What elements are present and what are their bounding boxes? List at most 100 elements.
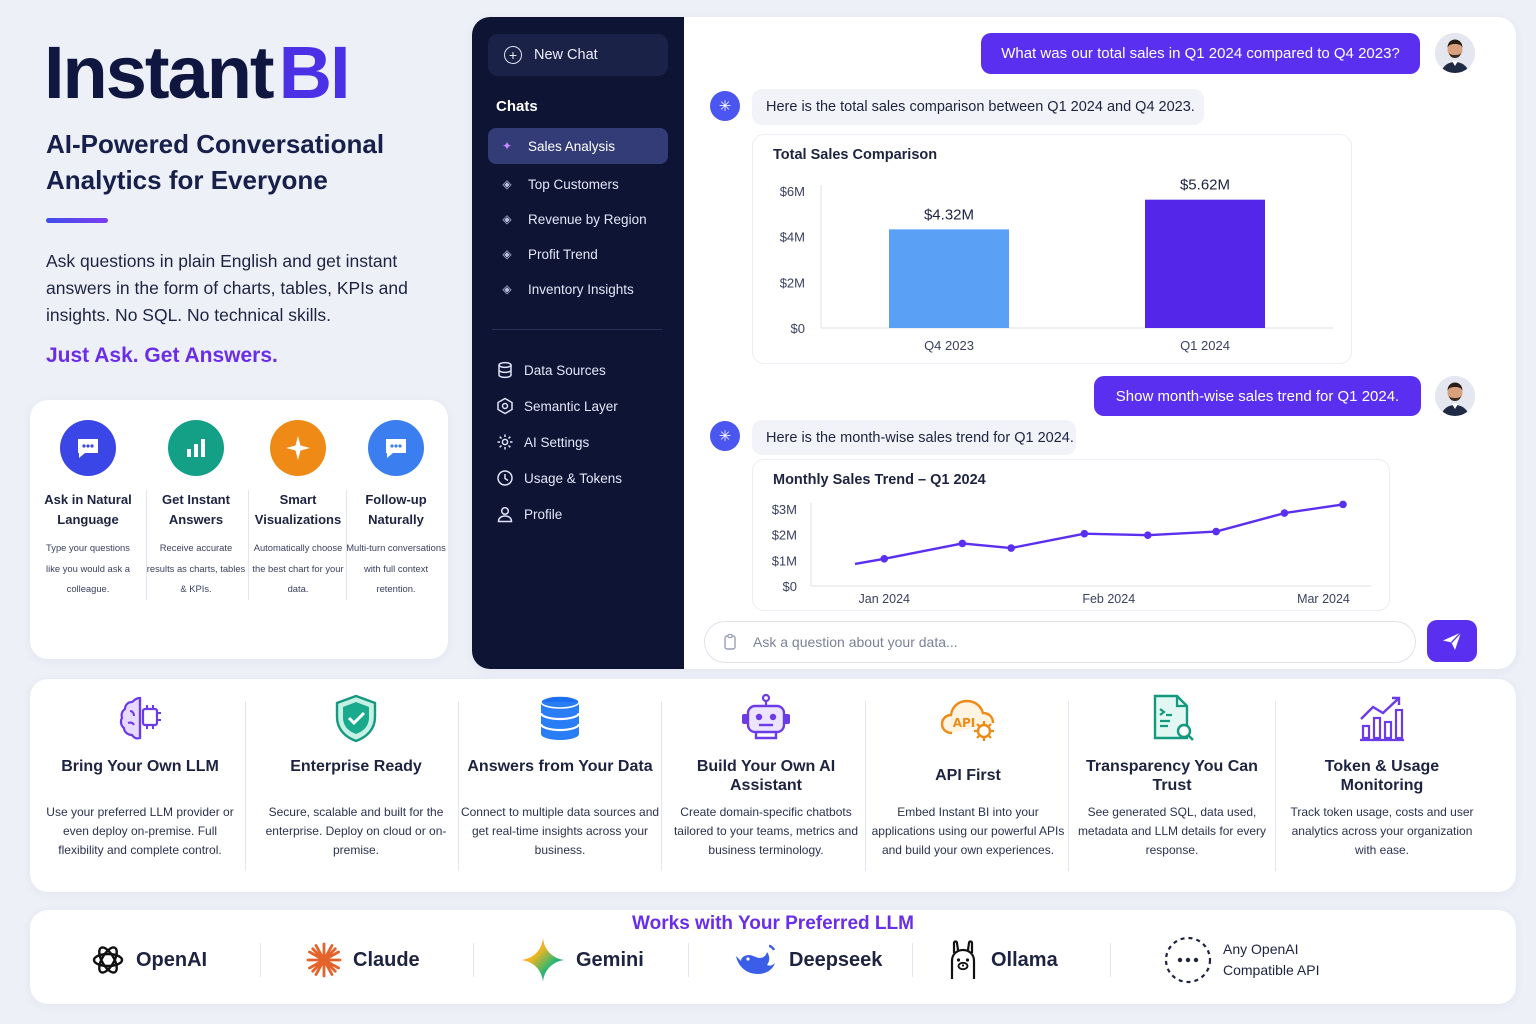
bar (1145, 199, 1265, 328)
data-point (1339, 500, 1347, 509)
provider-name: Deepseek (789, 948, 883, 971)
provider-claude: Claude (305, 940, 420, 980)
feature-enterprise-ready: Enterprise Ready Secure, scalable and bu… (256, 693, 456, 860)
chat-item-profit-trend[interactable]: ◈ Profit Trend (488, 236, 668, 272)
chat-dots-icon (368, 420, 424, 476)
data-point (958, 539, 967, 548)
avatar (1435, 33, 1475, 73)
database-icon (539, 695, 581, 740)
x-tick-label: Q4 2023 (924, 338, 974, 353)
robot-icon (742, 693, 790, 740)
shield-check-icon (335, 694, 377, 743)
provider-openai: OpenAI (90, 940, 207, 980)
divider (1110, 943, 1111, 977)
app-title: InstantBI (44, 30, 351, 115)
chat-item-top-customers[interactable]: ◈ Top Customers (488, 166, 668, 202)
assistant-message: Here is the total sales comparison betwe… (752, 89, 1204, 125)
dotted-circle-icon (1164, 936, 1212, 984)
database-icon (498, 361, 512, 379)
chat-item-revenue-by-region[interactable]: ◈ Revenue by Region (488, 201, 668, 237)
menu-ai-settings[interactable]: AI Settings (496, 433, 589, 451)
feature-desc: Automatically choose the best chart for … (252, 542, 344, 594)
divider (1275, 701, 1276, 871)
divider (458, 701, 459, 871)
assistant-avatar-icon: ✳ (710, 421, 740, 451)
provider-name: Gemini (576, 948, 644, 971)
feature-desc: Connect to multiple data sources and get… (460, 805, 660, 857)
feature-ai-assistant: Build Your Own AI Assistant Create domai… (666, 693, 866, 860)
question-input[interactable]: Ask a question about your data... (704, 621, 1416, 663)
menu-data-sources[interactable]: Data Sources (496, 361, 606, 379)
divider (260, 943, 261, 977)
feature-desc: Embed Instant BI into your applications … (871, 805, 1065, 857)
subtitle: AI-Powered Conversational Analytics for … (46, 129, 385, 195)
x-tick-label: Mar 2024 (1297, 592, 1350, 606)
avatar (1435, 376, 1475, 416)
feature-title: Answers from Your Data (467, 758, 653, 775)
llm-heading: Works with Your Preferred LLM (632, 913, 914, 934)
chat-bubble-icon (60, 420, 116, 476)
data-point (1080, 529, 1089, 538)
feature-smart-visualizations: Smart Visualizations Automatically choos… (248, 420, 348, 600)
feature-title: Get Instant Answers (162, 492, 230, 527)
plus-icon: + (504, 46, 522, 64)
chat-item-label: Top Customers (528, 176, 619, 192)
diamond-icon: ◈ (502, 212, 512, 226)
assistant-message: Here is the month-wise sales trend for Q… (752, 420, 1076, 455)
data-point (1280, 509, 1289, 517)
ollama-icon (950, 940, 976, 979)
clock-icon (497, 470, 513, 486)
menu-profile[interactable]: Profile (496, 505, 562, 523)
new-chat-button[interactable]: + New Chat (488, 34, 668, 76)
menu-usage-tokens[interactable]: Usage & Tokens (496, 469, 622, 487)
sparkle-icon (270, 420, 326, 476)
chat-item-label: Sales Analysis (528, 138, 616, 154)
divider (245, 701, 246, 871)
bar (889, 229, 1009, 328)
intro-text: Ask questions in plain English and get i… (46, 251, 408, 325)
chat-item-sales-analysis[interactable]: ✦ Sales Analysis (488, 128, 668, 164)
menu-label: Semantic Layer (524, 398, 618, 414)
user-message: What was our total sales in Q1 2024 comp… (981, 33, 1420, 74)
feature-desc: See generated SQL, data used, metadata a… (1077, 805, 1267, 857)
diamond-icon: ◈ (502, 282, 512, 296)
bar-value-label: $5.62M (1180, 177, 1230, 194)
menu-label: Profile (524, 506, 563, 522)
openai-icon (92, 946, 124, 974)
chat-item-inventory-insights[interactable]: ◈ Inventory Insights (488, 271, 668, 307)
divider (473, 943, 474, 977)
menu-semantic-layer[interactable]: Semantic Layer (496, 397, 618, 415)
divider (1068, 701, 1069, 871)
y-tick-label: $2M (772, 528, 797, 543)
send-button[interactable] (1427, 620, 1477, 662)
chat-item-label: Profit Trend (528, 246, 598, 262)
small-features-card: Ask in Natural Language Type your questi… (30, 400, 448, 659)
chat-item-label: Inventory Insights (528, 281, 634, 297)
assistant-avatar-icon: ✳ (710, 91, 740, 121)
data-point (1144, 531, 1152, 539)
feature-title: Smart Visualizations (254, 492, 342, 527)
feature-title: API First (935, 767, 1001, 784)
title-underline (46, 218, 108, 223)
bar-chart-card: Total Sales Comparison $0 $2M $4M $6M $4.32M… (752, 134, 1352, 364)
x-tick-label: Q1 2024 (1180, 338, 1230, 353)
feature-desc: Secure, scalable and built for the enter… (265, 805, 447, 857)
user-message: Show month-wise sales trend for Q1 2024. (1094, 376, 1421, 416)
feature-instant-answers: Get Instant Answers Receive accurate res… (146, 420, 246, 600)
feature-desc: Track token usage, costs and user analyt… (1290, 805, 1474, 857)
document-search-icon (1153, 694, 1194, 741)
sparkle-icon: ✦ (501, 139, 513, 153)
divider (912, 943, 913, 977)
provider-deepseek: Deepseek (733, 940, 882, 980)
clipboard-icon (724, 633, 736, 650)
gemini-icon (521, 938, 565, 982)
bar-chart: $0 $2M $4M $6M $4.32M Q4 2023 $5.62M Q1 2024 (780, 177, 1333, 353)
y-tick-label: $2M (780, 275, 805, 290)
feature-natural-language: Ask in Natural Language Type your questi… (38, 420, 138, 600)
provider-any-openai-compatible: Any OpenAI Compatible API (1163, 936, 1320, 984)
feature-desc: Use your preferred LLM provider or even … (46, 805, 234, 857)
x-tick-label: Feb 2024 (1082, 592, 1135, 606)
send-icon (1443, 632, 1462, 650)
title-main: Instant (44, 31, 275, 114)
feature-transparency: Transparency You Can Trust See generated… (1072, 693, 1272, 860)
